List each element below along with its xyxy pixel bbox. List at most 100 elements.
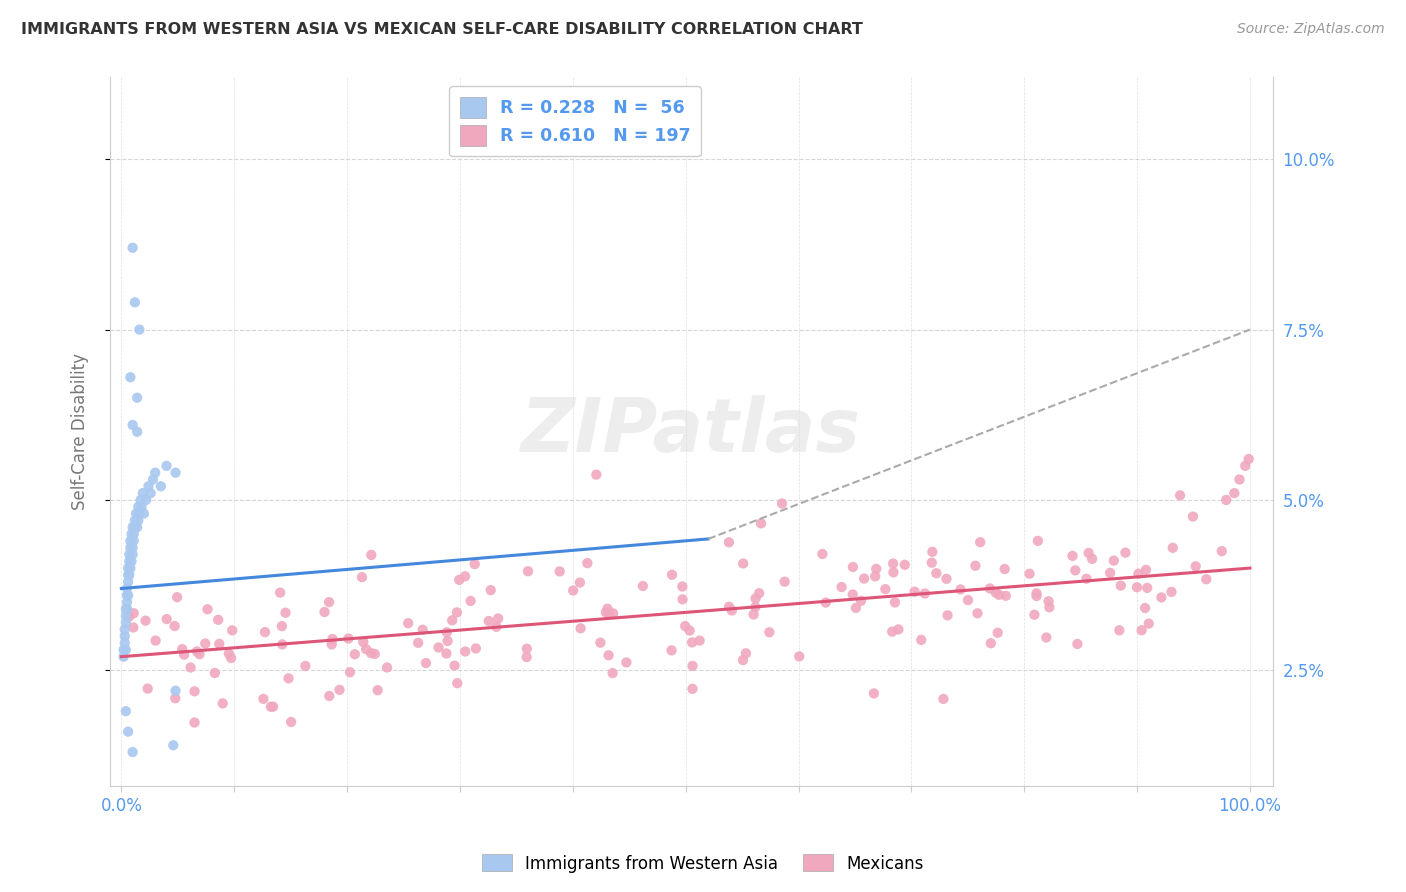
Point (339, 665, 361, 680)
Point (1018, 566, 1040, 581)
Point (842, 560, 865, 574)
Point (186, 644, 208, 658)
Point (354, 642, 377, 657)
Point (863, 686, 886, 700)
Point (121, 745, 143, 759)
Point (631, 579, 654, 593)
Point (115, 602, 138, 616)
Point (568, 575, 591, 590)
Point (124, 513, 146, 527)
Point (136, 681, 159, 696)
Point (1035, 631, 1057, 645)
Point (271, 637, 294, 651)
Point (127, 500, 149, 514)
Point (183, 684, 205, 698)
Point (328, 682, 350, 697)
Point (894, 558, 917, 572)
Point (360, 646, 382, 660)
Point (143, 466, 166, 480)
Point (1150, 591, 1173, 605)
Point (1160, 585, 1182, 599)
Point (749, 516, 772, 531)
Point (449, 573, 471, 587)
Point (984, 585, 1007, 599)
Point (128, 507, 150, 521)
Point (204, 665, 226, 680)
Point (367, 683, 389, 698)
Point (882, 557, 904, 571)
Point (156, 612, 179, 626)
Point (277, 671, 299, 685)
Point (980, 636, 1002, 650)
Point (121, 241, 143, 255)
Point (122, 620, 145, 634)
Point (434, 647, 457, 661)
Point (845, 601, 868, 615)
Point (165, 466, 187, 480)
Point (661, 643, 683, 657)
Point (253, 625, 276, 640)
Point (849, 594, 872, 608)
Point (274, 606, 297, 620)
Point (155, 458, 177, 473)
Point (733, 557, 755, 571)
Point (1137, 616, 1160, 631)
Point (121, 554, 143, 568)
Point (1062, 549, 1084, 563)
Point (318, 689, 340, 703)
Point (118, 548, 141, 562)
Point (1025, 589, 1047, 603)
Point (1026, 533, 1049, 548)
Point (115, 643, 138, 657)
Point (671, 580, 693, 594)
Point (427, 640, 450, 655)
Point (396, 616, 419, 631)
Point (138, 479, 160, 493)
Point (910, 632, 932, 647)
Legend: Immigrants from Western Asia, Mexicans: Immigrants from Western Asia, Mexicans (475, 847, 931, 880)
Point (454, 569, 477, 583)
Text: ZIPatlas: ZIPatlas (522, 395, 862, 468)
Point (180, 660, 202, 674)
Point (364, 647, 387, 661)
Point (1133, 601, 1156, 615)
Point (1081, 552, 1104, 566)
Y-axis label: Self-Care Disability: Self-Care Disability (72, 353, 89, 510)
Point (343, 647, 366, 661)
Point (350, 570, 373, 584)
Point (464, 641, 486, 656)
Point (443, 658, 465, 673)
Point (949, 582, 972, 597)
Point (1136, 581, 1159, 595)
Point (935, 572, 957, 586)
Point (865, 562, 887, 576)
Point (882, 624, 904, 639)
Point (548, 565, 571, 579)
Point (360, 548, 382, 562)
Point (219, 651, 242, 665)
Point (218, 647, 240, 661)
Point (988, 588, 1011, 602)
Point (118, 568, 141, 582)
Point (262, 699, 284, 714)
Point (122, 533, 145, 548)
Point (863, 569, 886, 583)
Point (127, 513, 149, 527)
Point (1211, 544, 1233, 558)
Point (314, 605, 336, 619)
Point (321, 632, 343, 646)
Point (375, 660, 398, 674)
Point (841, 588, 863, 602)
Point (145, 633, 167, 648)
Point (718, 599, 741, 614)
Point (112, 649, 135, 664)
Point (966, 607, 988, 621)
Point (602, 666, 624, 681)
Point (117, 574, 139, 589)
Point (479, 583, 502, 598)
Point (269, 585, 291, 599)
Point (1108, 624, 1130, 638)
Point (294, 659, 316, 673)
Point (131, 500, 153, 514)
Point (117, 568, 139, 582)
